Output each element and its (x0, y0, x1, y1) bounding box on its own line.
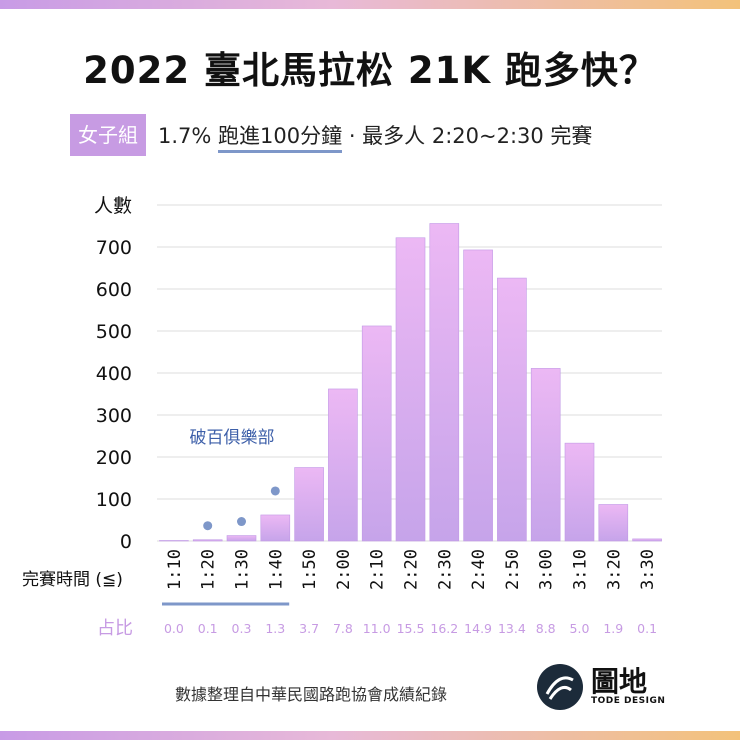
y-tick-label: 0 (120, 531, 132, 553)
y-tick-label: 600 (96, 279, 132, 301)
x-tick-label: 3:00 (537, 549, 557, 590)
annotation-dot (237, 517, 246, 527)
top-gradient-bar (0, 0, 740, 9)
x-tick-label: 2:30 (435, 549, 455, 590)
category-badge: 女子組 (70, 114, 146, 156)
bar (361, 325, 392, 542)
bar (192, 539, 223, 542)
y-tick-label: 700 (96, 237, 132, 259)
share-value: 0.1 (637, 621, 657, 636)
y-tick-label: 400 (96, 363, 132, 385)
x-tick-label: 3:10 (571, 549, 591, 590)
x-tick-label: 1:20 (199, 549, 219, 590)
annotation-dot (270, 486, 280, 496)
chart-container: 0 100 200 300 400 500 600 700 人數破百俱樂部 1:10 1:20 1:3… (0, 180, 740, 650)
bar (497, 277, 527, 542)
share-value: 1.3 (265, 621, 285, 636)
x-tick-label: 1:50 (300, 549, 320, 590)
x-tick-label: 2:40 (469, 549, 489, 590)
share-value: 11.0 (363, 621, 391, 636)
bar (463, 249, 493, 542)
subtitle-rest: · 最多人 2:20~2:30 完賽 (342, 124, 593, 148)
x-tick-label: 2:20 (402, 549, 422, 590)
brand-logo: 圖地 TODE DESIGN (537, 658, 667, 714)
logo-name: 圖地 (591, 665, 648, 698)
share-value: 14.9 (464, 621, 492, 636)
y-tick-label: 100 (96, 489, 132, 511)
bar (530, 368, 561, 542)
x-tick-label: 1:30 (233, 549, 253, 590)
subtitle-highlight: 跑進100分鐘 (218, 124, 343, 153)
y-axis-title: 人數 (94, 195, 132, 217)
bar (328, 388, 358, 542)
x-tick-label: 2:50 (503, 549, 523, 590)
subtitle-pct: 1.7% (158, 124, 212, 148)
share-value: 3.7 (299, 621, 319, 636)
bottom-gradient-bar (0, 731, 740, 740)
bar (429, 223, 460, 542)
share-value: 8.8 (536, 621, 556, 636)
logo-subtitle: TODE DESIGN (591, 696, 666, 706)
x-tick-label: 2:00 (334, 549, 354, 590)
x-tick-label: 1:40 (266, 549, 286, 590)
share-value: 0.0 (164, 621, 184, 636)
y-tick-label: 500 (96, 321, 132, 343)
x-tick-label: 1:10 (165, 549, 185, 590)
share-value: 7.8 (333, 621, 353, 636)
x-tick-label: 2:10 (368, 549, 388, 590)
bar (260, 514, 291, 542)
bar (598, 504, 629, 542)
bar (564, 442, 595, 542)
share-value: 5.0 (570, 621, 590, 636)
bar (294, 467, 324, 542)
annotation-dot (203, 521, 213, 531)
y-tick-label: 300 (96, 405, 132, 427)
bar (395, 237, 426, 542)
annotation-label: 破百俱樂部 (190, 428, 275, 448)
share-value: 13.4 (498, 621, 526, 636)
page-title: 2022 臺北馬拉松 21K 跑多快？ (83, 49, 657, 92)
logo-mark-icon (537, 664, 583, 710)
bar (159, 540, 189, 542)
share-label: 占比 (97, 618, 133, 639)
subtitle: 女子組 1.7% 跑進100分鐘 · 最多人 2:20~2:30 完賽 (70, 114, 592, 156)
share-value: 0.1 (198, 621, 218, 636)
share-value: 15.5 (397, 621, 425, 636)
bar (226, 535, 257, 542)
x-tick-label: 3:30 (638, 549, 658, 590)
share-value: 0.3 (232, 621, 252, 636)
share-value: 1.9 (603, 621, 623, 636)
x-tick-label: 3:20 (604, 549, 624, 590)
y-tick-label: 200 (96, 447, 132, 469)
subtitle-text: 1.7% 跑進100分鐘 · 最多人 2:20~2:30 完賽 (158, 120, 593, 153)
x-axis-title: 完賽時間 (≦) (22, 569, 123, 590)
share-value: 16.2 (430, 621, 458, 636)
data-source-note: 數據整理自中華民國路跑協會成績紀錄 (175, 685, 448, 704)
bar (632, 538, 662, 542)
